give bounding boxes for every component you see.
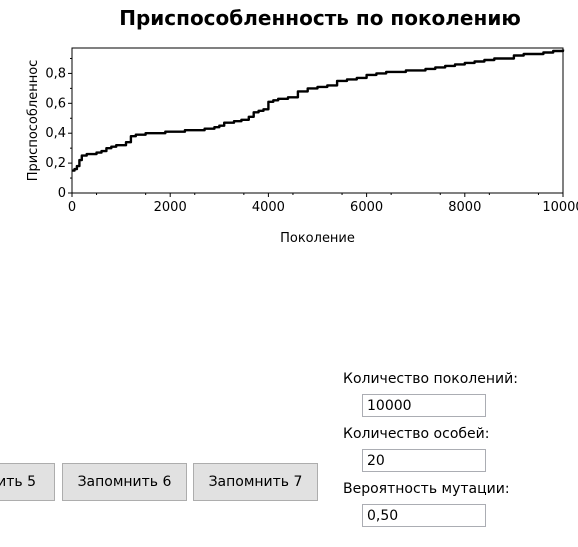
fitness-series-line	[72, 49, 565, 172]
fitness-chart: 0 2000 4000 6000 8000 10000 0 0,2 0,4 0,6 0,8 Покол…	[26, 47, 578, 246]
y-tick-label: 0,6	[45, 96, 66, 111]
generations-label: Количество поколений:	[343, 371, 518, 387]
x-tick-label: 8000	[448, 200, 481, 215]
remember-7-button[interactable]: Запомнить 7	[193, 463, 318, 501]
y-tick-label: 0,2	[45, 156, 66, 171]
remember-5-button[interactable]: нить 5	[0, 463, 55, 501]
population-input[interactable]	[362, 449, 486, 472]
population-label: Количество особей:	[343, 426, 490, 442]
chart-title: Приспособленность по поколению	[119, 6, 521, 30]
chart-axes: 0 2000 4000 6000 8000 10000 0 0,2 0,4 0,6 0,8 Покол…	[26, 47, 578, 246]
remember-6-label: Запомнить 6	[77, 474, 172, 490]
y-axis-label: Приспособленнос	[26, 60, 41, 182]
y-tick-label: 0	[58, 186, 66, 201]
remember-6-button[interactable]: Запомнить 6	[62, 463, 187, 501]
remember-7-label: Запомнить 7	[208, 474, 303, 490]
x-tick-label: 0	[68, 200, 76, 215]
x-tick-label: 6000	[350, 200, 383, 215]
x-tick-label: 2000	[154, 200, 187, 215]
mutation-label: Вероятность мутации:	[343, 481, 510, 497]
generations-input[interactable]	[362, 394, 486, 417]
x-axis-label: Поколение	[280, 231, 355, 246]
y-tick-label: 0,4	[45, 126, 66, 141]
plot-frame	[71, 47, 564, 194]
x-tick-label: 10000	[542, 200, 578, 215]
mutation-input[interactable]	[362, 504, 486, 527]
chart-plot-area	[72, 49, 565, 172]
remember-5-label: нить 5	[0, 474, 36, 490]
x-tick-label: 4000	[252, 200, 285, 215]
y-tick-label: 0,8	[45, 66, 66, 81]
